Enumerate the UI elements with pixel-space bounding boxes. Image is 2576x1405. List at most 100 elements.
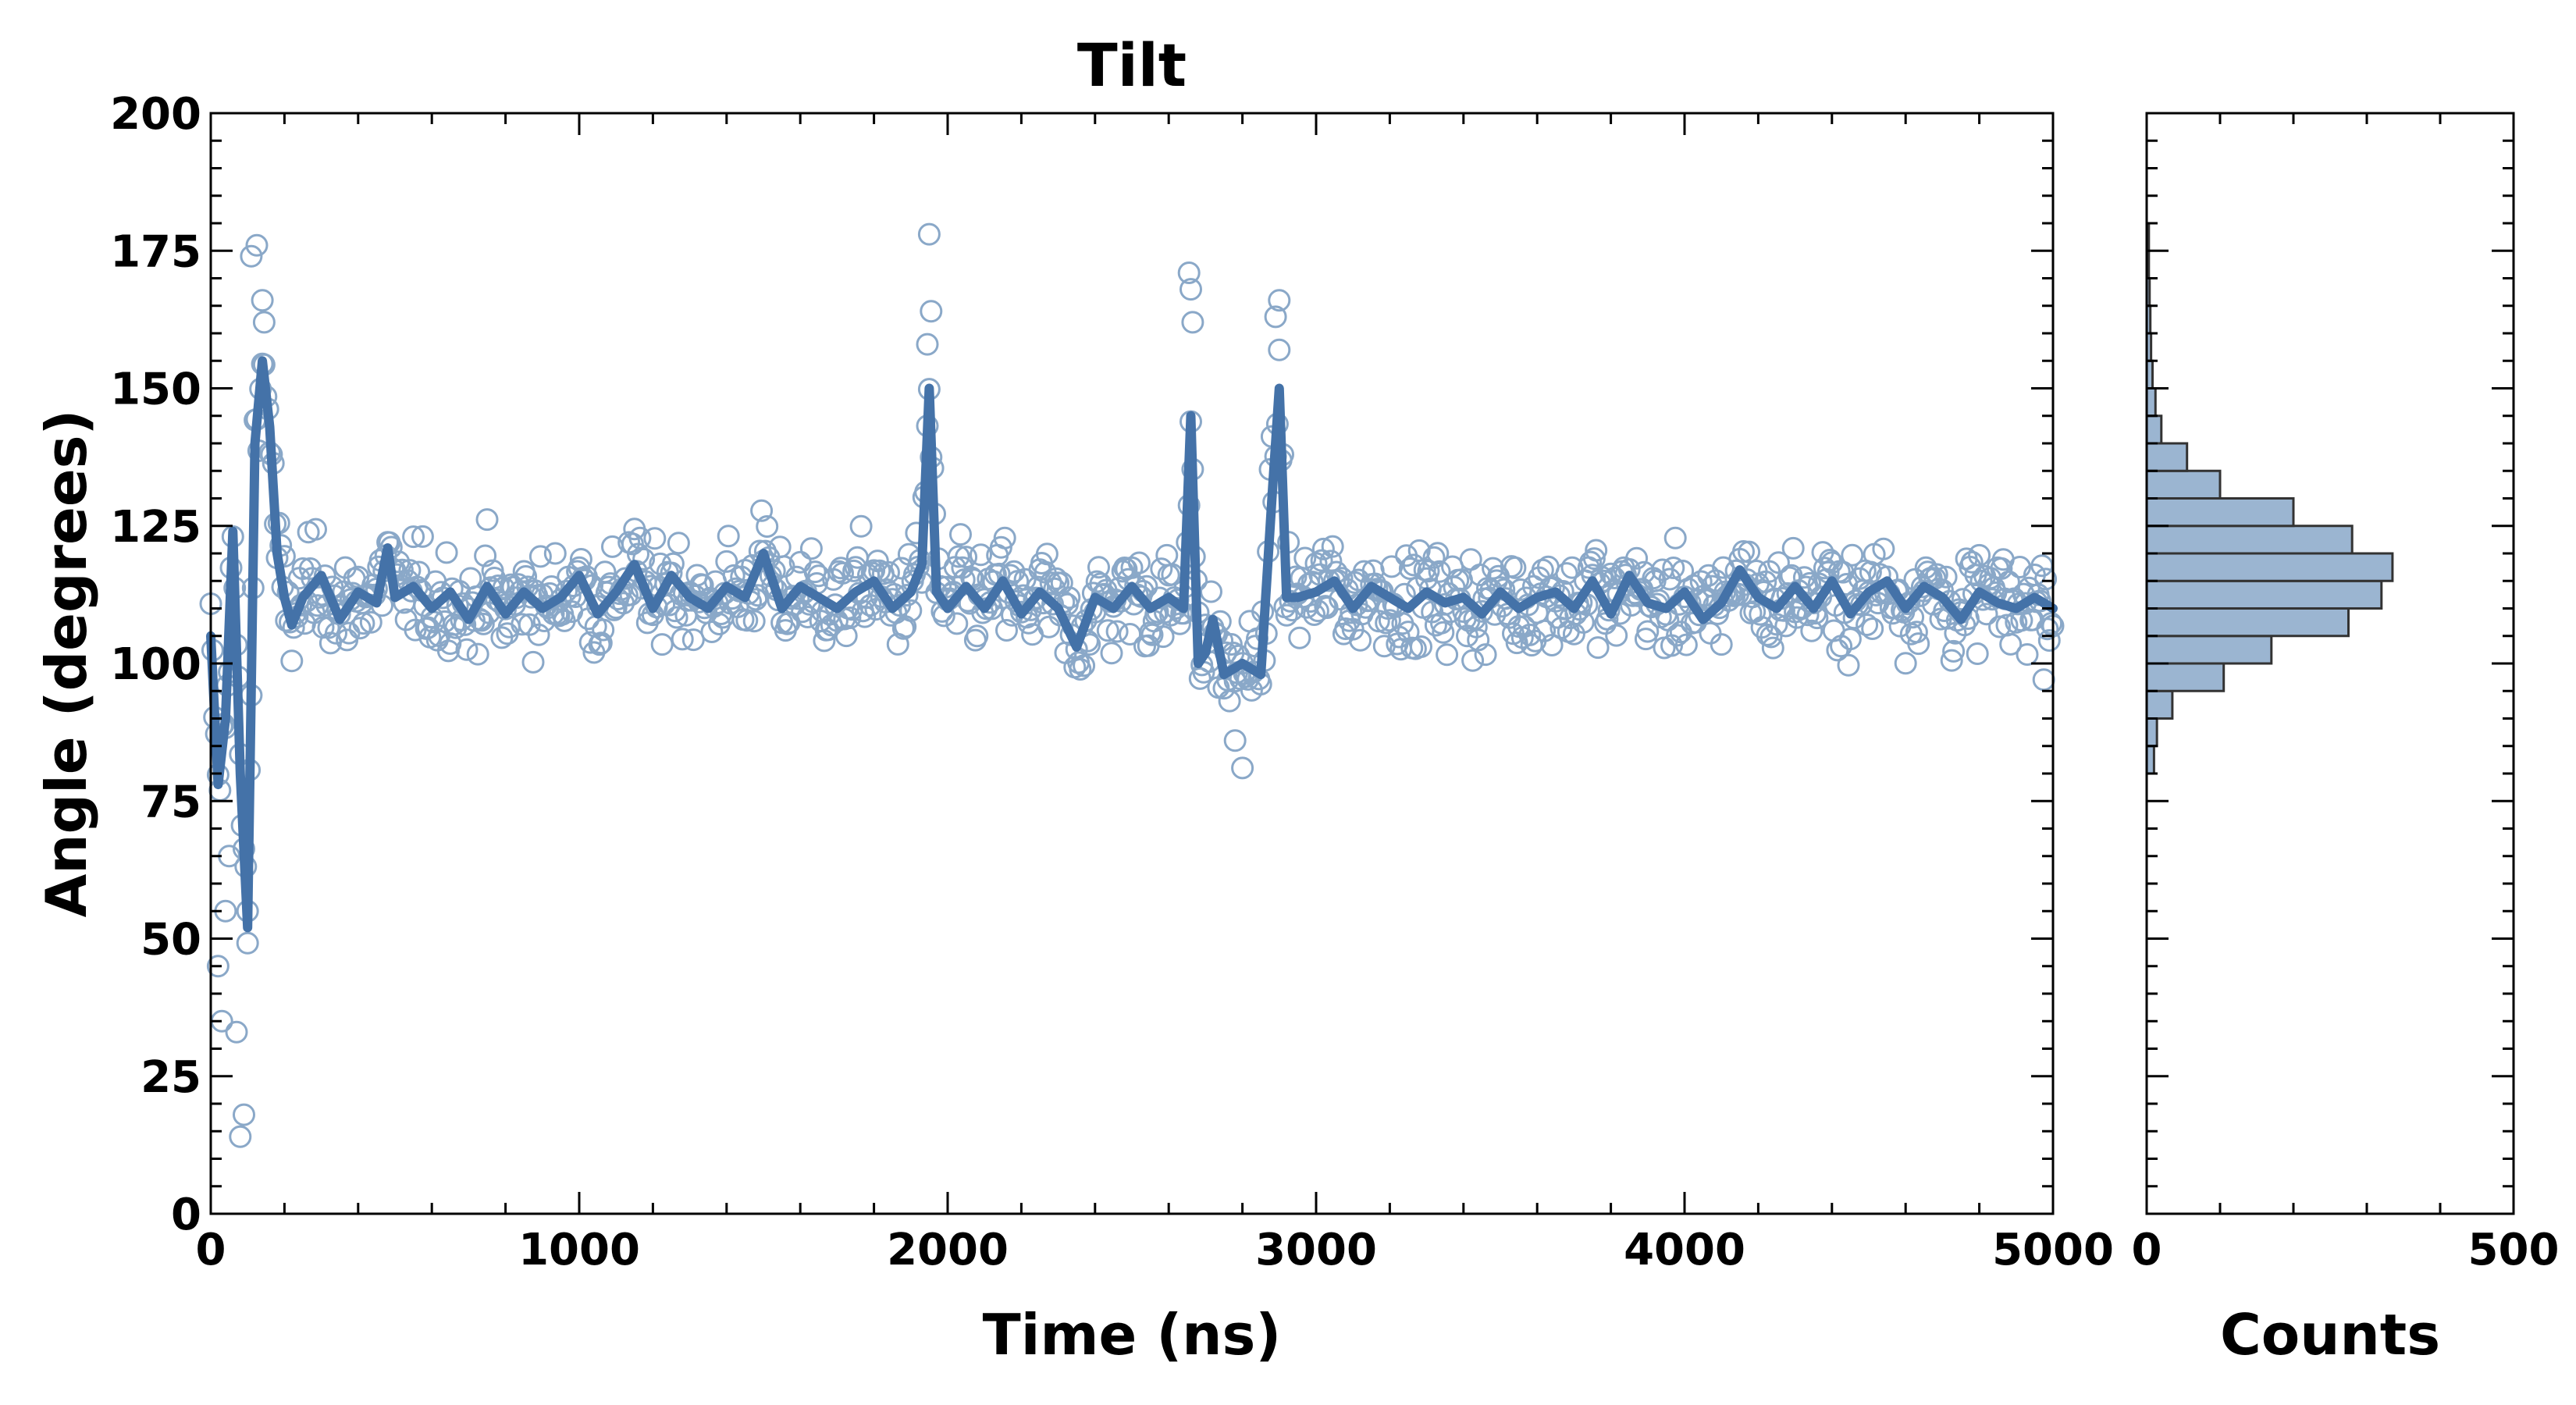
scatter-point [578,631,602,654]
histogram-bar [2145,552,2394,582]
scatter-point [475,508,499,532]
y-tick-label: 50 [141,915,201,966]
scatter-point [1155,543,1179,567]
scatter-point [1571,610,1595,634]
scatter-point [1398,557,1421,580]
scatter-point [528,545,552,568]
scatter-point [1658,567,1681,591]
scatter-point [1468,564,1492,586]
scatter-point [411,525,434,548]
scatter-point [1168,612,1191,635]
histogram-ticks [2145,112,2515,1215]
hist-x-tick-label: 500 [2468,1225,2560,1275]
scatter-point [1754,570,1777,593]
main-plot-frame [209,112,2055,1215]
scatter-point [1039,571,1062,595]
scatter-point [750,499,774,522]
scatter-point [1096,619,1119,642]
scatter-point [1663,526,1687,550]
scatter-point [1826,638,1849,662]
scatter-point [1035,542,1059,566]
hist-x-tick-label: 0 [2132,1225,2162,1275]
scatter-point [1636,620,1660,643]
scatter-point [955,546,978,569]
scatter-point [1738,540,1761,564]
scatter-point [1674,633,1698,656]
scatter-point [240,244,263,268]
histogram-tick-labels: 0 500 [2132,1225,2560,1275]
scatter-point [1120,556,1144,579]
scatter-point [890,557,913,580]
scatter-point [1759,625,1783,649]
scatter-point [1467,628,1490,652]
scatter-point [466,642,489,666]
scatter-point [1942,639,1966,663]
scatter-point [1073,654,1096,678]
scatter-point [1380,555,1404,578]
scatter-point [1503,556,1527,579]
scatter-point [404,618,427,642]
histogram-bar [2145,717,2158,748]
scatter-point [799,537,823,560]
scatter-point [895,584,919,606]
scatter-point [768,535,792,559]
histogram-bar [2145,689,2174,720]
scatter-point [1288,626,1311,649]
histogram-bar [2145,635,2273,665]
y-tick-label: 175 [110,226,201,277]
scatter-point [407,560,431,584]
scatter-point [1872,537,1895,560]
scatter-point [1555,562,1578,585]
scatter-point [1311,537,1335,560]
scatter-point [667,532,690,555]
main-tick-labels: 0 1000 2000 3000 4000 5000 0 25 50 75 100 125 150 175… [110,89,2114,1275]
scatter-point [592,618,615,642]
scatter-point [1861,617,1884,640]
scatter-point [945,612,969,635]
scatter-point [1058,586,1081,610]
scatter-point [233,1103,255,1126]
scatter-point [328,603,351,626]
scatter-point [1315,596,1339,619]
scatter-point [993,526,1016,550]
scatter-point [1585,539,1608,562]
scatter-point [1417,560,1440,583]
scatter-point [1293,546,1317,570]
scatter-point [1605,624,1628,647]
y-tick-label: 75 [141,777,201,827]
scatter-point [1410,635,1432,658]
scatter-point [459,567,482,590]
scatter-point [455,638,479,661]
scatter-point [715,550,738,573]
histogram-bar [2145,579,2383,610]
scatter-point [1518,623,1542,646]
scatter-point [229,1125,252,1148]
chart-title: Tilt [1077,30,1187,100]
scatter-point [1856,614,1879,636]
scatter-point [1426,542,1450,565]
scatter-points [199,222,2065,1148]
scatter-point [1127,551,1151,574]
scatter-point [471,612,495,635]
histogram-bar [2145,442,2189,472]
scatter-point [1767,551,1790,574]
scatter-point [899,599,923,622]
scatter-point [643,527,667,550]
scatter-point [1181,311,1204,334]
scatter-point [831,561,854,585]
scatter-point [1179,278,1202,301]
scatter-point [917,222,941,246]
scatter-point [1841,543,1864,567]
y-tick-label: 0 [171,1190,201,1240]
scatter-point [681,628,705,652]
scatter-point [206,955,229,978]
scatter-point [1310,549,1333,572]
scatter-point [1662,557,1685,579]
scatter-point [1459,548,1482,571]
scatter-point [1151,625,1175,649]
scatter-point [1268,338,1291,361]
x-tick-label: 0 [196,1225,226,1275]
scatter-point [619,583,642,606]
scatter-point [844,556,867,579]
scatter-point [1859,560,1882,584]
